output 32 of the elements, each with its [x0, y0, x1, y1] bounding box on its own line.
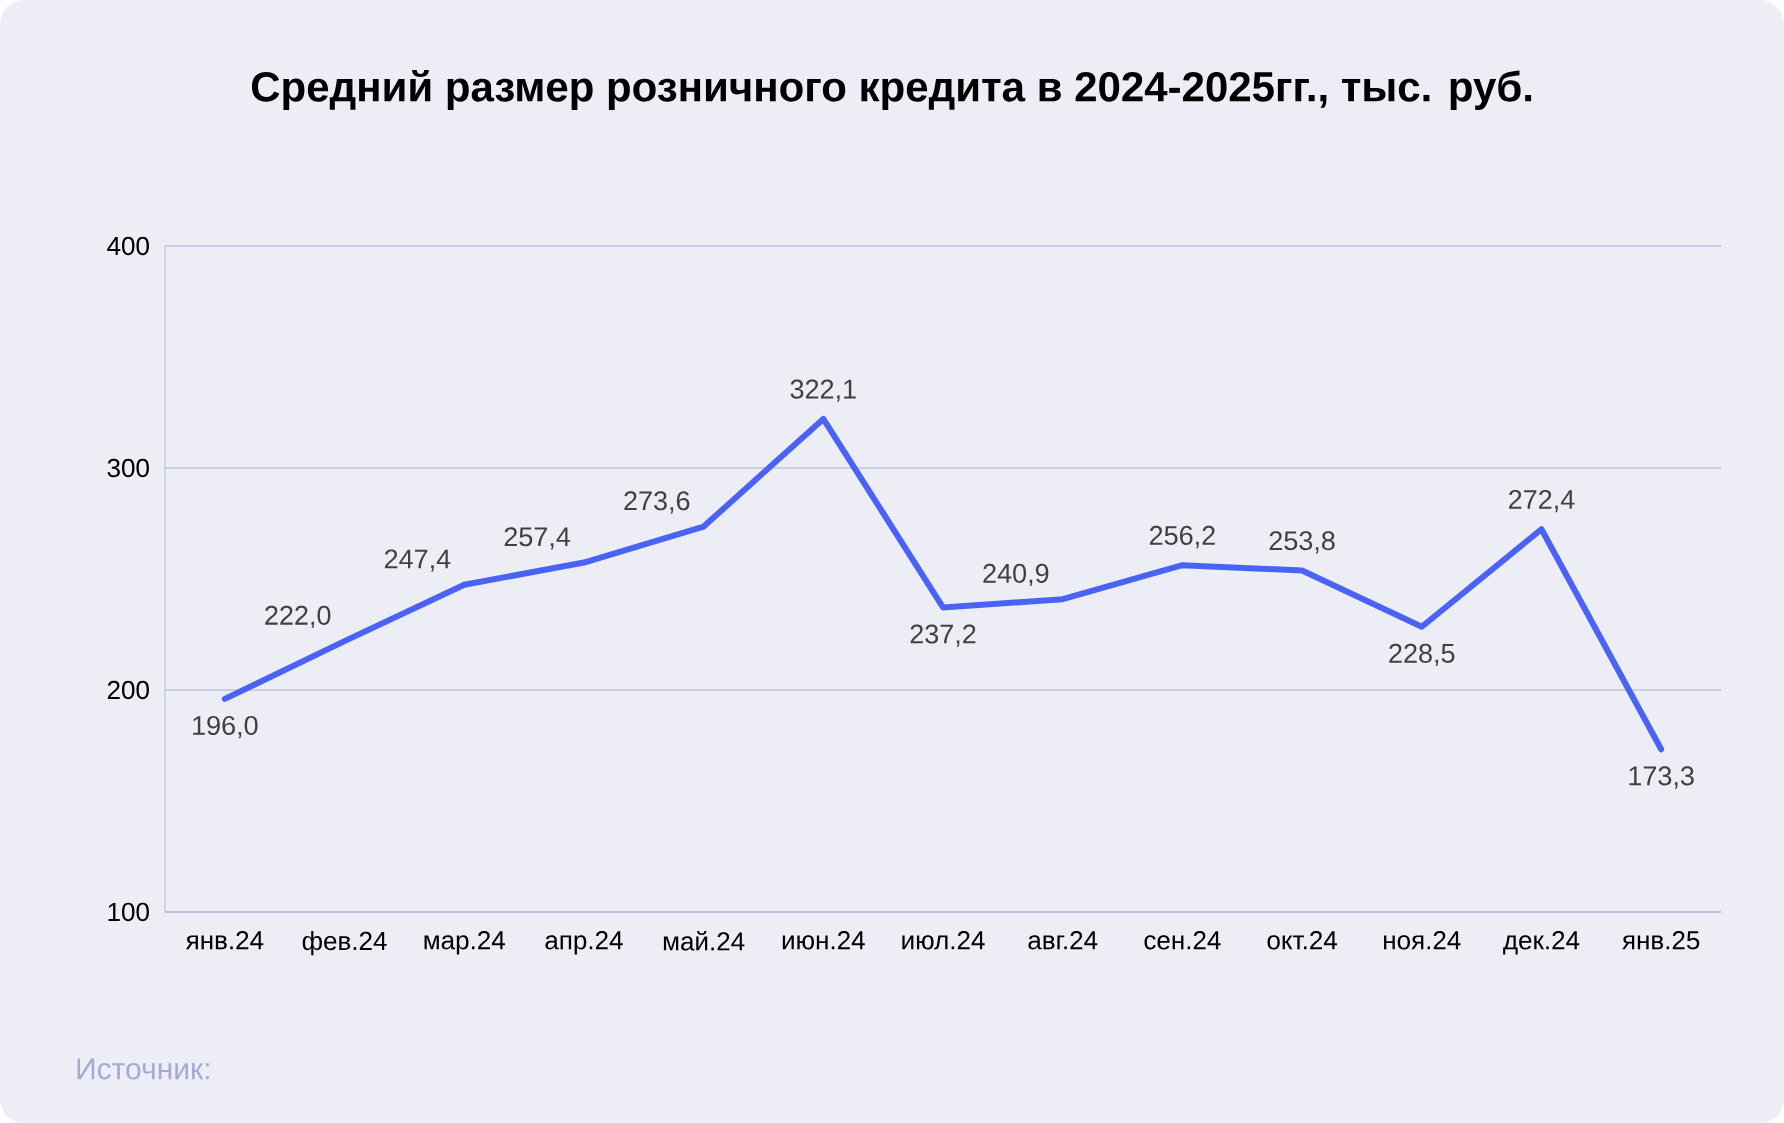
y-tick-label: 400: [107, 236, 149, 256]
x-tick-label: окт.24: [1267, 931, 1337, 950]
data-label: 253,8: [1269, 531, 1335, 554]
x-tick-label: фев.24: [302, 931, 387, 956]
data-label: 272,4: [1509, 489, 1575, 513]
y-tick-label: 200: [107, 680, 149, 700]
x-tick-label: дек.24: [1503, 931, 1580, 955]
x-tick-label: янв.25: [1622, 931, 1700, 950]
data-label: 240,9: [983, 563, 1049, 587]
x-tick-label: июл.24: [902, 931, 985, 950]
x-tick-label: апр.24: [545, 931, 623, 955]
data-label: 257,4: [504, 527, 571, 550]
data-label: 256,2: [1149, 525, 1215, 549]
x-tick-label: май.24: [663, 931, 745, 951]
data-label: 222,0: [265, 605, 331, 629]
data-label: 196,0: [193, 715, 258, 739]
x-tick-label: мар.24: [424, 931, 505, 955]
y-tick-label: 300: [107, 458, 149, 478]
data-label: 247,4: [384, 549, 451, 572]
text: Источник:: [77, 1058, 209, 1080]
data-label: 173,3: [1629, 766, 1694, 789]
x-tick-label: июн.24: [782, 931, 865, 950]
data-label: 273,6: [624, 491, 690, 514]
data-label: 228,5: [1389, 643, 1455, 667]
y-tick-label: 100: [108, 902, 149, 922]
x-tick-label: янв.24: [185, 931, 264, 950]
x-tick-label: авг.24: [1028, 931, 1098, 950]
chart-title: Средний размер розничного кредита в 2024-2025гг., тыс. руб.: [251, 70, 1532, 110]
data-label: 322,1: [790, 379, 856, 402]
x-tick-label: сен.24: [1144, 931, 1221, 950]
x-tick-label: ноя.24: [1384, 931, 1461, 950]
data-label: 237,2: [910, 624, 976, 647]
